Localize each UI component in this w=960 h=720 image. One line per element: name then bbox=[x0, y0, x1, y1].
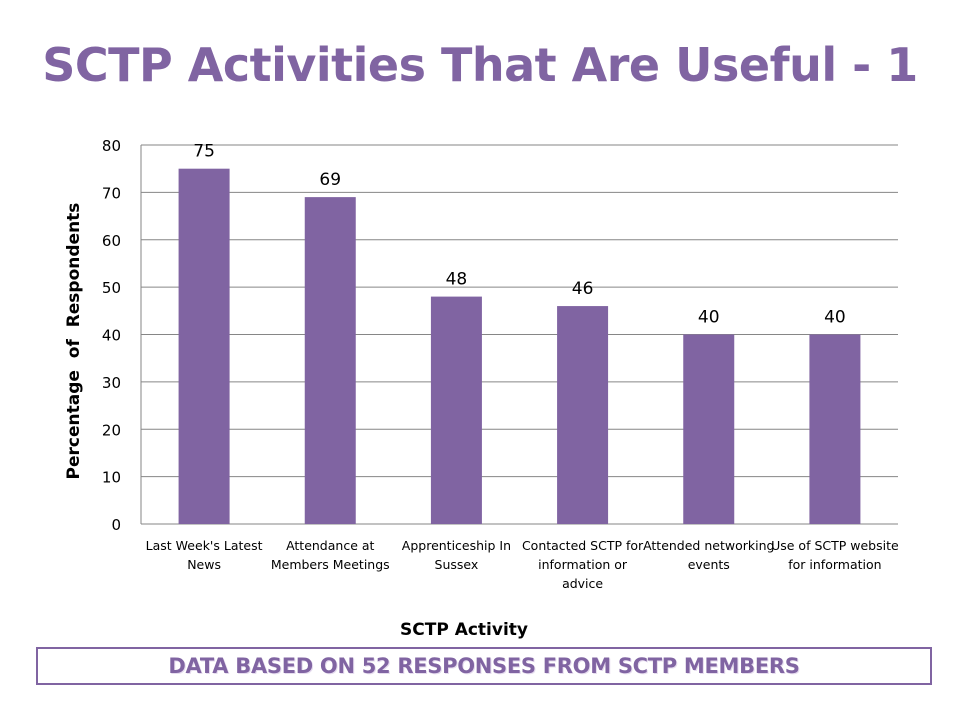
y-tick-label: 70 bbox=[102, 184, 121, 202]
bar bbox=[178, 168, 230, 524]
footnote-text: DATA BASED ON 52 RESPONSES FROM SCTP MEM… bbox=[168, 654, 800, 678]
x-axis-title: SCTP Activity bbox=[400, 620, 528, 640]
data-label: 69 bbox=[319, 170, 341, 190]
y-tick-label: 30 bbox=[102, 374, 121, 392]
y-axis-title: Percentage of Respondents bbox=[64, 203, 84, 480]
y-tick-label: 0 bbox=[111, 516, 121, 534]
bar bbox=[430, 296, 482, 524]
x-tick-label: Attended networking events bbox=[643, 538, 774, 572]
bar bbox=[557, 306, 609, 524]
bar bbox=[304, 197, 356, 525]
bar bbox=[809, 334, 861, 524]
y-tick-label: 80 bbox=[102, 137, 121, 155]
x-tick-label: Use of SCTP website for information bbox=[771, 538, 899, 572]
y-tick-label: 20 bbox=[102, 421, 121, 439]
y-tick-label: 50 bbox=[102, 279, 121, 297]
x-tick-label: Attendance at Members Meetings bbox=[271, 538, 390, 572]
data-label: 75 bbox=[193, 142, 215, 162]
y-tick-label: 10 bbox=[102, 469, 121, 487]
x-tick-label: Last Week's Latest News bbox=[146, 538, 263, 572]
data-label: 40 bbox=[824, 308, 846, 328]
footnote-box: DATA BASED ON 52 RESPONSES FROM SCTP MEM… bbox=[36, 647, 932, 685]
data-label: 48 bbox=[446, 270, 468, 290]
y-tick-label: 60 bbox=[102, 232, 121, 250]
bar bbox=[683, 334, 735, 524]
x-tick-label: Apprenticeship In Sussex bbox=[402, 538, 511, 572]
y-tick-label: 40 bbox=[102, 327, 121, 345]
data-label: 40 bbox=[698, 308, 720, 328]
bar-chart: 0 10 20 30 40 50 60 70 80 75 Last Week's Latest New… bbox=[64, 137, 899, 640]
slide-title: SCTP Activities That Are Useful - 1 bbox=[42, 38, 918, 92]
data-label: 46 bbox=[572, 279, 594, 299]
x-tick-label: Contacted SCTP for information or advice bbox=[522, 538, 644, 591]
